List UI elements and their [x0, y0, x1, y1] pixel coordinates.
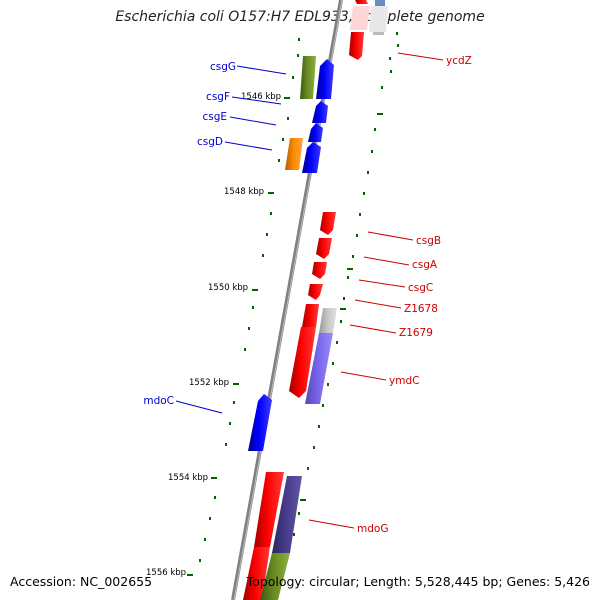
- gene-csgG-arrow: [316, 59, 334, 99]
- feature-top-partial: [349, 0, 388, 60]
- label-leaders: [175, 52, 444, 529]
- gene-csgE-arrow: [308, 123, 323, 142]
- gene-mdoG-arrow: [254, 472, 284, 547]
- tick-label: 1554 kbp: [168, 473, 208, 483]
- gene-label-csgE[interactable]: csgE: [202, 111, 227, 123]
- gene-Z1679-grey: [319, 308, 337, 333]
- gene-label-Z1679[interactable]: Z1679: [399, 327, 433, 339]
- gene-csgB-arrow: [320, 212, 336, 235]
- kbp-tick-labels: 1546 kbp 1548 kbp 1550 kbp 1552 kbp 1554…: [146, 92, 281, 578]
- gene-label-csgC[interactable]: csgC: [408, 282, 433, 294]
- forward-strand-features: [248, 56, 334, 451]
- gene-csgF-arrow: [312, 101, 328, 123]
- gene-label-csgB[interactable]: csgB: [416, 235, 441, 247]
- tick-label: 1548 kbp: [224, 187, 264, 197]
- gene-ymdC-feature: [305, 333, 333, 404]
- gene-Z1678-arrow: [308, 284, 323, 300]
- gene-Z1679-feature: [302, 304, 319, 327]
- gene-ycdZ-feature: [349, 32, 364, 60]
- reverse-strand-features: [243, 212, 337, 600]
- gene-label-csgA[interactable]: csgA: [412, 259, 438, 271]
- gene-csgA-arrow: [316, 238, 332, 259]
- gene-mdoC-arrow: [248, 394, 272, 451]
- map-title: Escherichia coli O157:H7 EDL933, complet…: [115, 9, 485, 25]
- gene-label-csgD[interactable]: csgD: [197, 136, 223, 148]
- gene-csgD-arrow: [302, 142, 321, 173]
- tick-label: 1552 kbp: [189, 378, 229, 388]
- tick-label: 1550 kbp: [208, 283, 248, 293]
- genome-summary-text: Topology: circular; Length: 5,528,445 bp…: [246, 574, 590, 589]
- accession-text: Accession: NC_002655: [10, 574, 153, 589]
- reverse-gene-labels: ycdZ csgB csgA csgC Z1678 Z1679 ymdC mdo…: [357, 55, 472, 535]
- gene-csgD-feature: [285, 138, 303, 170]
- gene-label-ycdZ[interactable]: ycdZ: [446, 55, 472, 67]
- gene-csgG-feature: [300, 56, 316, 99]
- gene-label-ymdC[interactable]: ymdC: [389, 375, 419, 387]
- gene-mdoG-feature: [272, 476, 302, 553]
- gene-ymdC-arrow: [289, 327, 316, 398]
- gene-label-mdoC[interactable]: mdoC: [143, 395, 174, 407]
- inner-tick-ring: [187, 38, 300, 576]
- forward-gene-labels: csgG csgF csgE csgD mdoC: [143, 61, 236, 407]
- gene-label-csgF[interactable]: csgF: [206, 91, 230, 103]
- gene-label-mdoG[interactable]: mdoG: [357, 523, 388, 535]
- tick-label: 1546 kbp: [241, 92, 281, 102]
- gene-csgC-arrow: [312, 262, 327, 279]
- gene-label-Z1678[interactable]: Z1678: [404, 303, 438, 315]
- gene-label-csgG[interactable]: csgG: [210, 61, 236, 73]
- tick-label: 1556 kbp: [146, 568, 186, 578]
